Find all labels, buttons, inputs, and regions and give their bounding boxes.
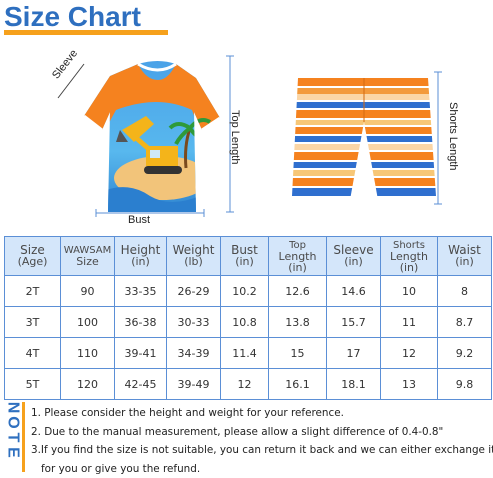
page-title: Size Chart [4, 1, 141, 32]
cell-waist: 8.7 [437, 306, 492, 338]
table-row: 3T 100 36-38 30-33 10.8 13.8 15.7 11 8.7 [4, 306, 492, 338]
rash-guard-shirt-image [57, 55, 234, 217]
cell-wawsam-size: 100 [60, 306, 115, 338]
cell-sleeve: 18.1 [326, 368, 381, 400]
note-letter: E [4, 447, 22, 458]
note-line: 1. Please consider the height and weight… [31, 407, 344, 419]
cell-size: 2T [4, 275, 61, 307]
note-letter: N [4, 401, 22, 414]
cell-weight: 39-49 [166, 368, 221, 400]
cell-bust: 11.4 [220, 337, 269, 369]
note-line: 2. Due to the manual measurement, please… [31, 425, 444, 438]
cell-wawsam-size: 110 [60, 337, 115, 369]
table-row: 2T 90 33-35 26-29 10.2 12.6 14.6 10 8 [4, 275, 492, 307]
table-row: 5T 120 42-45 39-49 12 16.1 18.1 13 9.8 [4, 368, 492, 400]
note-divider [22, 402, 25, 472]
header-height: Height (in) [114, 236, 167, 276]
cell-waist: 9.8 [437, 368, 492, 400]
sleeve-arrow [57, 63, 85, 99]
note-letter: O [4, 416, 22, 429]
cell-size: 5T [4, 368, 61, 400]
note-line: for you or give you the refund. [41, 462, 201, 475]
cell-shorts-length: 13 [380, 368, 438, 400]
cell-weight: 26-29 [166, 275, 221, 307]
header-sleeve: Sleeve (in) [326, 236, 381, 276]
cell-shorts-length: 12 [380, 337, 438, 369]
cell-top-length: 16.1 [268, 368, 327, 400]
note-label: N O T E [4, 400, 22, 474]
header-waist: Waist (in) [437, 236, 492, 276]
cell-height: 36-38 [114, 306, 167, 338]
cell-sleeve: 14.6 [326, 275, 381, 307]
title-underline [4, 30, 168, 35]
cell-bust: 10.2 [220, 275, 269, 307]
size-table: Size (Age) WAWSAM Size Height (in) Weight (l… [4, 236, 492, 400]
cell-height: 42-45 [114, 368, 167, 400]
header-size: Size (Age) [4, 236, 61, 276]
top-length-label: Top Length [229, 110, 241, 165]
bust-label: Bust [128, 214, 151, 226]
cell-wawsam-size: 120 [60, 368, 115, 400]
striped-shorts-image [292, 71, 442, 205]
cell-sleeve: 17 [326, 337, 381, 369]
cell-waist: 9.2 [437, 337, 492, 369]
table-row: 4T 110 39-41 34-39 11.4 15 17 12 9.2 [4, 337, 492, 369]
cell-height: 39-41 [114, 337, 167, 369]
cell-wawsam-size: 90 [60, 275, 115, 307]
shorts-length-label: Shorts Length [447, 102, 459, 171]
cell-weight: 34-39 [166, 337, 221, 369]
header-top-length: Top Length (in) [268, 236, 327, 276]
cell-size: 4T [4, 337, 61, 369]
header-bust: Bust (in) [220, 236, 269, 276]
cell-top-length: 15 [268, 337, 327, 369]
cell-top-length: 12.6 [268, 275, 327, 307]
header-wawsam-size: WAWSAM Size [60, 236, 115, 276]
cell-waist: 8 [437, 275, 492, 307]
cell-sleeve: 15.7 [326, 306, 381, 338]
note-line: 3.If you find the size is not suitable, … [31, 444, 493, 457]
cell-weight: 30-33 [166, 306, 221, 338]
cell-bust: 10.8 [220, 306, 269, 338]
cell-top-length: 13.8 [268, 306, 327, 338]
cell-shorts-length: 10 [380, 275, 438, 307]
cell-height: 33-35 [114, 275, 167, 307]
header-shorts-length: Shorts Length (in) [380, 236, 438, 276]
header-weight: Weight (lb) [166, 236, 221, 276]
cell-size: 3T [4, 306, 61, 338]
table-header-row: Size (Age) WAWSAM Size Height (in) Weight (l… [4, 236, 492, 276]
notes-list: 1. Please consider the height and weight… [31, 404, 493, 478]
cell-bust: 12 [220, 368, 269, 400]
cell-shorts-length: 11 [380, 306, 438, 338]
note-letter: T [4, 432, 22, 443]
